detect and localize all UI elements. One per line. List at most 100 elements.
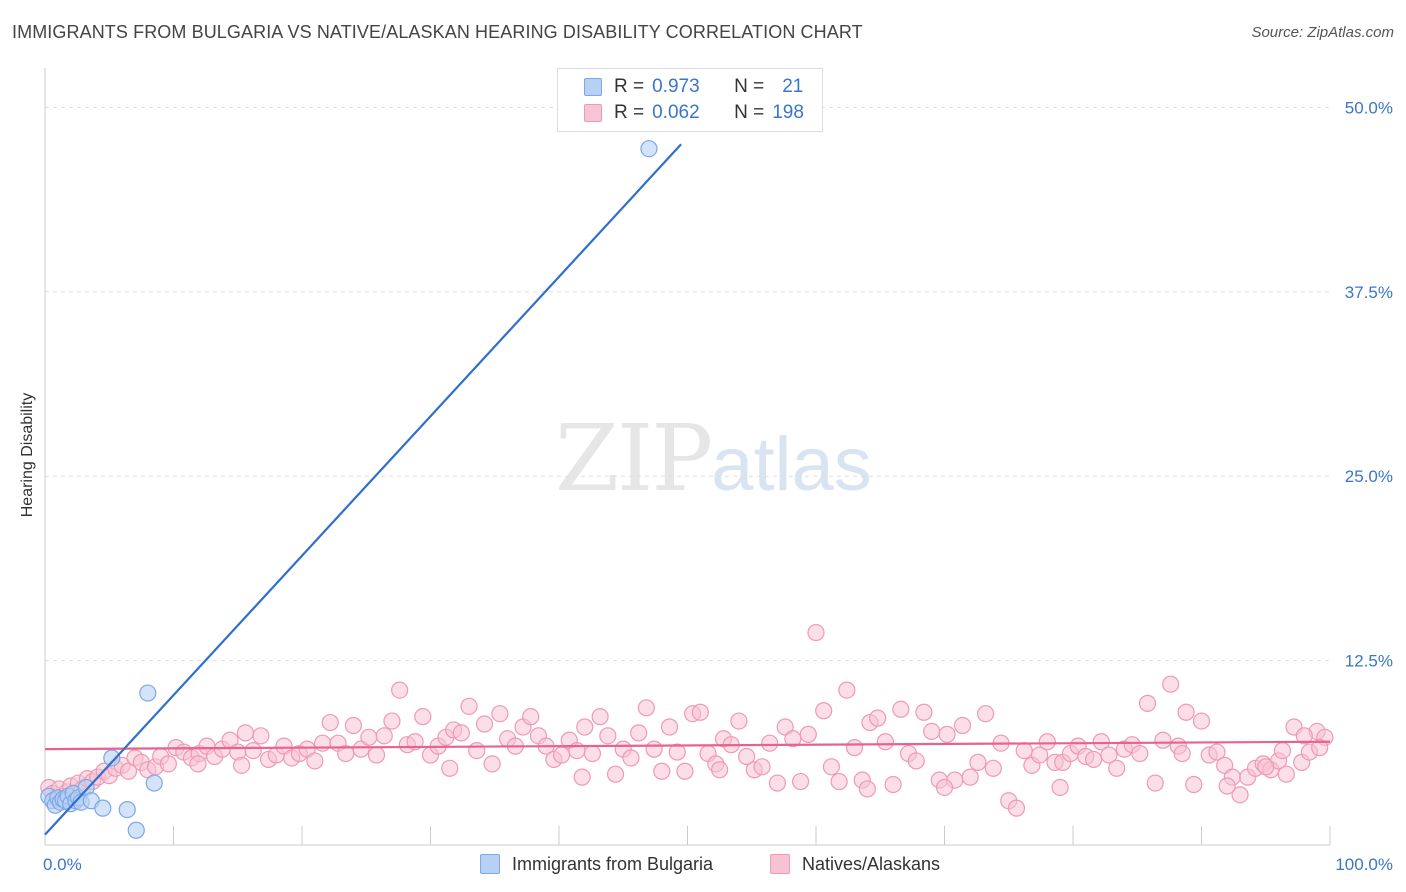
natives-point — [606, 765, 625, 783]
natives-point — [414, 708, 432, 726]
natives-point — [691, 703, 709, 721]
natives-point — [676, 762, 694, 780]
n-label: N = — [734, 102, 765, 123]
natives-point — [483, 755, 501, 773]
natives-point — [321, 713, 339, 732]
natives-point — [923, 722, 941, 741]
bulgaria-points — [40, 140, 658, 839]
natives-point — [491, 705, 509, 723]
natives-point — [815, 702, 833, 720]
n-value-natives: 198 — [772, 102, 804, 123]
watermark-zip: ZIP — [555, 405, 713, 512]
natives-point — [799, 725, 817, 743]
gridlines — [45, 106, 1330, 662]
natives-point — [1177, 703, 1195, 721]
natives-point — [344, 716, 362, 735]
natives-point — [1173, 744, 1191, 763]
bulgaria-point — [103, 749, 121, 767]
watermark-atlas: atlas — [711, 422, 872, 507]
r-label: R = — [614, 76, 645, 97]
natives-point — [858, 780, 877, 798]
natives-point — [822, 758, 841, 776]
natives-point — [953, 716, 972, 735]
bulgaria-point — [127, 821, 145, 839]
stats-legend: R = 0.973 N = 21 R = 0.062 N = 198 — [557, 68, 823, 132]
chart-title: IMMIGRANTS FROM BULGARIA VS NATIVE/ALASK… — [12, 22, 863, 42]
natives-point — [645, 740, 663, 758]
x-tick-label: 100.0% — [1335, 855, 1393, 874]
natives-point — [1277, 765, 1295, 783]
natives-point — [367, 746, 386, 764]
natives-point — [468, 741, 486, 760]
natives-point — [1138, 694, 1157, 712]
natives-point — [383, 712, 401, 730]
legend-row-natives: R = 0.062 N = 198 — [584, 101, 804, 125]
tick-labels: 12.5% 25.0% 37.5% 50.0% 0.0% 100.0% — [43, 98, 1393, 874]
bulgaria-legend-swatch — [480, 854, 500, 874]
natives-point — [784, 730, 802, 748]
natives-point — [522, 708, 540, 726]
natives-point — [660, 718, 679, 736]
natives-point — [1218, 777, 1236, 795]
natives-point — [753, 758, 771, 776]
legend-item-bulgaria: Immigrants from Bulgaria — [480, 852, 713, 876]
natives-point — [1154, 731, 1172, 749]
natives-point — [768, 774, 787, 792]
r-label: R = — [614, 102, 645, 123]
natives-point — [1092, 733, 1110, 751]
natives-point — [1100, 746, 1118, 764]
bulgaria-legend-label: Immigrants from Bulgaria — [512, 853, 714, 874]
trend-lines — [44, 143, 1331, 836]
natives-alaskans-points — [40, 623, 1334, 817]
bulgaria-swatch — [584, 78, 602, 96]
natives-point — [1311, 739, 1329, 757]
y-tick-label: 50.0% — [1345, 98, 1393, 117]
natives-point — [1257, 758, 1275, 776]
natives-point — [807, 623, 825, 642]
natives-point — [830, 772, 848, 791]
natives-point — [907, 752, 925, 770]
natives-point — [961, 768, 979, 786]
natives-point — [984, 759, 1002, 777]
natives-point — [583, 744, 602, 763]
natives-point — [892, 700, 910, 718]
natives-point — [375, 727, 393, 745]
natives-point — [252, 727, 270, 745]
natives-point — [1051, 778, 1069, 797]
natives-point — [653, 762, 671, 780]
natives-point — [552, 746, 571, 764]
x-tick-label: 0.0% — [43, 855, 82, 874]
legend-row-bulgaria: R = 0.973 N = 21 — [584, 75, 803, 99]
watermark: ZIPatlas — [555, 405, 872, 512]
natives-point — [1192, 712, 1211, 730]
natives-point — [711, 761, 729, 779]
r-value-natives: 0.062 — [652, 102, 700, 123]
source-label: Source: ZipAtlas.com — [1251, 24, 1394, 41]
natives-point — [159, 755, 177, 773]
axes — [44, 68, 1331, 846]
natives-point — [391, 681, 409, 699]
natives-point — [233, 756, 251, 774]
natives-point — [1131, 744, 1149, 763]
natives-point — [938, 725, 956, 743]
natives-point — [1185, 775, 1203, 794]
natives-point — [935, 778, 954, 797]
natives-point — [1273, 741, 1292, 760]
natives-point — [1162, 675, 1180, 693]
natives-point — [637, 699, 655, 717]
natives-point — [622, 749, 640, 767]
legend-item-natives: Natives/Alaskans — [770, 852, 940, 876]
natives-point — [1231, 786, 1249, 804]
natives-point — [869, 709, 887, 727]
y-tick-label: 37.5% — [1345, 283, 1393, 302]
n-label: N = — [734, 76, 765, 97]
natives-point — [838, 681, 856, 699]
natives-point — [761, 734, 779, 752]
natives-point — [1007, 799, 1026, 817]
natives-point — [599, 727, 617, 745]
natives-point — [845, 739, 864, 757]
natives-point — [573, 768, 591, 786]
natives-point — [189, 755, 207, 773]
natives-point — [1015, 741, 1033, 760]
